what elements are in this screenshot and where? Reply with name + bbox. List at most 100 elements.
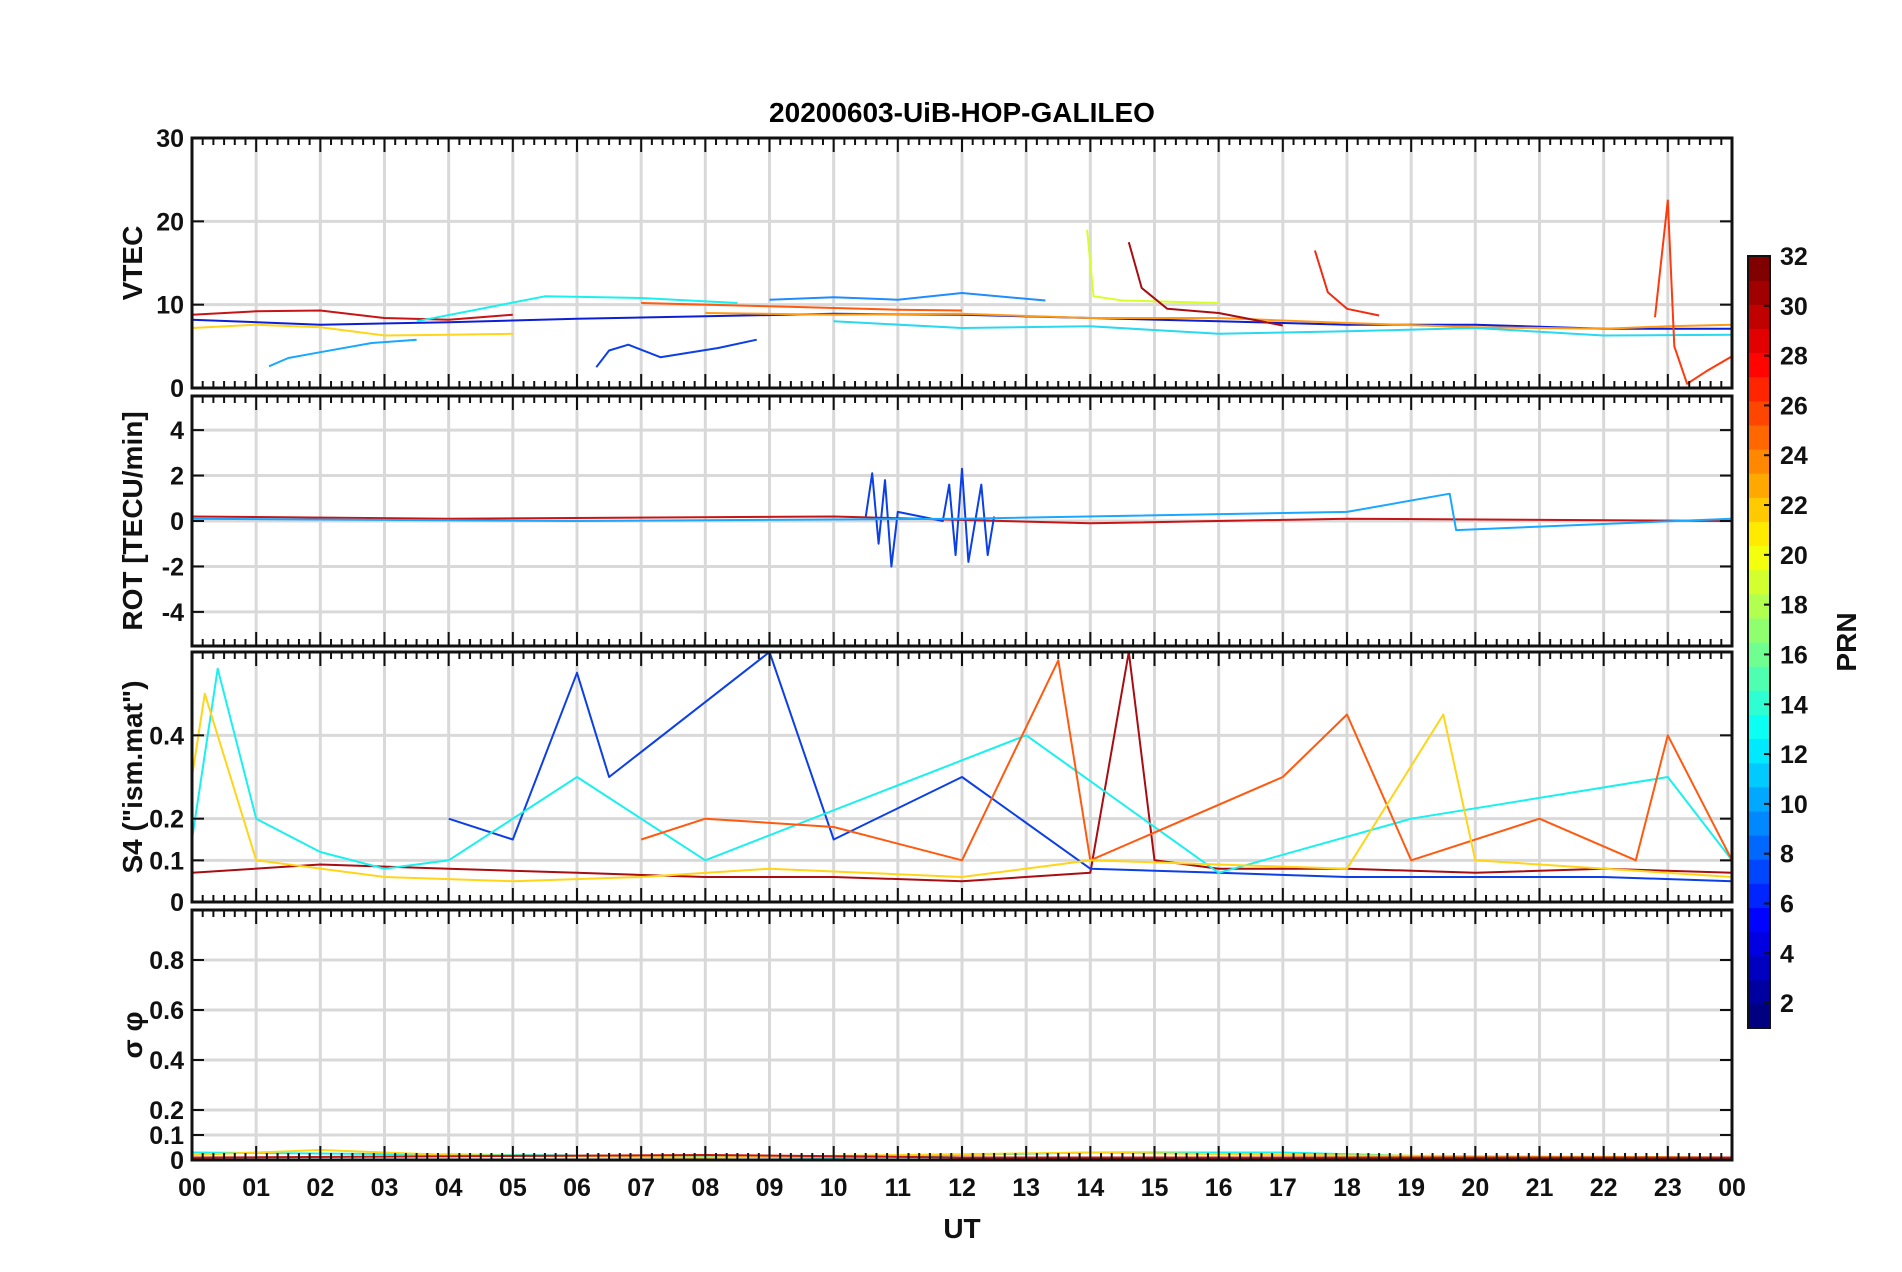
- y-tick-label: 0: [170, 508, 184, 536]
- series-line: [1086, 229, 1219, 304]
- colorbar-frame: [1747, 255, 1771, 1029]
- series-line: [192, 515, 1732, 525]
- colorbar-swatch: [1748, 328, 1770, 354]
- colorbar-swatch: [1748, 473, 1770, 498]
- series-line: [833, 320, 1732, 337]
- colorbar-tick-label: 2: [1780, 990, 1794, 1018]
- x-tick-label: 08: [691, 1174, 719, 1202]
- y-tick-label: 0.4: [149, 722, 184, 750]
- x-tick-label: 21: [1526, 1174, 1554, 1202]
- x-tick-label: 10: [820, 1174, 848, 1202]
- panel-2: -4 -2 0 2 4 ROT [TECU/min]: [117, 394, 1734, 648]
- colorbar-tick-label: 16: [1780, 641, 1808, 669]
- colorbar-swatch: [1748, 521, 1770, 547]
- colorbar-swatch: [1748, 666, 1770, 691]
- colorbar-swatch: [1748, 449, 1770, 474]
- x-tick-label: 14: [1076, 1174, 1104, 1202]
- y-axis-label: VTEC: [117, 226, 148, 301]
- colorbar-swatch: [1748, 979, 1770, 1005]
- colorbar-tick-label: 30: [1780, 293, 1808, 321]
- colorbar-tick-label: 22: [1780, 492, 1808, 520]
- colorbar-swatch: [1748, 810, 1770, 836]
- colorbar-swatch: [1748, 907, 1770, 933]
- x-tick-label: 13: [1012, 1174, 1040, 1202]
- series-line: [416, 295, 738, 323]
- y-tick-label: 0: [170, 1147, 184, 1175]
- colorbar-tick-label: 14: [1780, 691, 1808, 719]
- x-tick-label: 09: [756, 1174, 784, 1202]
- y-tick-label: 0.6: [149, 997, 184, 1025]
- colorbar-swatch: [1748, 280, 1770, 305]
- y-tick-label: 0.8: [149, 947, 184, 975]
- colorbar-swatch: [1748, 835, 1770, 860]
- y-tick-label: 10: [156, 292, 184, 320]
- series-line: [192, 692, 1732, 883]
- colorbar-tick-label: 26: [1780, 392, 1808, 420]
- x-tick-label: 20: [1461, 1174, 1489, 1202]
- series-line: [192, 652, 1732, 883]
- x-tick-label: 06: [563, 1174, 591, 1202]
- x-tick-label: 05: [499, 1174, 527, 1202]
- x-tick-label: 19: [1397, 1174, 1425, 1202]
- colorbar-swatch: [1748, 690, 1770, 715]
- colorbar-swatch: [1748, 569, 1770, 595]
- series-line: [595, 338, 757, 368]
- x-tick-label: 23: [1654, 1174, 1682, 1202]
- x-tick-label: 04: [435, 1174, 463, 1202]
- y-tick-label: 4: [170, 417, 184, 445]
- series-line: [1127, 241, 1283, 327]
- series-line: [192, 667, 1732, 874]
- y-tick-label: 2: [170, 463, 184, 491]
- series-line: [705, 312, 1732, 330]
- series-line: [1654, 199, 1732, 385]
- series-line: [641, 302, 963, 312]
- series-line: [192, 309, 513, 321]
- y-tick-label: 0.2: [149, 1097, 184, 1125]
- colorbar-tick-label: 28: [1780, 343, 1808, 371]
- x-tick-label: 22: [1590, 1174, 1618, 1202]
- colorbar-swatch: [1748, 859, 1770, 884]
- colorbar-swatch: [1748, 738, 1770, 764]
- y-tick-label: 0.2: [149, 806, 184, 834]
- colorbar-tick-label: 10: [1780, 791, 1808, 819]
- colorbar-tick-label: 24: [1780, 442, 1808, 470]
- panel-4: 00.10.2 0.4 0.6 0.8 σ φ: [117, 908, 1734, 1175]
- colorbar-label: PRN: [1831, 612, 1862, 671]
- x-tick-label: 18: [1333, 1174, 1361, 1202]
- colorbar-swatch: [1748, 256, 1770, 281]
- x-tick-label: 16: [1205, 1174, 1233, 1202]
- colorbar-tick-label: 12: [1780, 741, 1808, 769]
- series-line: [268, 338, 417, 368]
- y-axis-label: S4 ("ism.mat"): [117, 680, 148, 873]
- x-tick-label: 17: [1269, 1174, 1297, 1202]
- series-line: [1313, 250, 1380, 317]
- x-tick-label: 02: [306, 1174, 334, 1202]
- colorbar-swatch: [1748, 424, 1770, 450]
- series-line: [864, 467, 996, 568]
- colorbar-swatch: [1748, 545, 1770, 571]
- colorbar-swatch: [1748, 352, 1770, 378]
- colorbar-swatch: [1748, 762, 1770, 788]
- y-tick-label: 0.1: [149, 1122, 184, 1150]
- colorbar-tick-label: 4: [1780, 940, 1794, 968]
- x-tick-label: 12: [948, 1174, 976, 1202]
- y-tick-label: -4: [162, 599, 184, 627]
- colorbar-swatch: [1748, 642, 1770, 667]
- series-line: [769, 292, 1046, 302]
- colorbar-swatch: [1748, 955, 1770, 981]
- colorbar-swatch: [1748, 304, 1770, 329]
- y-tick-label: 20: [156, 208, 184, 236]
- series-line: [192, 492, 1732, 532]
- colorbar-swatch: [1748, 1003, 1770, 1029]
- x-tick-label: 01: [242, 1174, 270, 1202]
- x-tick-label: 00: [178, 1174, 206, 1202]
- colorbar-tick-label: 18: [1780, 592, 1808, 620]
- y-tick-label: 30: [156, 125, 184, 153]
- y-tick-label: 0.1: [149, 847, 184, 875]
- y-tick-label: -2: [162, 553, 184, 581]
- y-tick-label: 0: [170, 375, 184, 403]
- colorbar-swatch: [1748, 593, 1770, 619]
